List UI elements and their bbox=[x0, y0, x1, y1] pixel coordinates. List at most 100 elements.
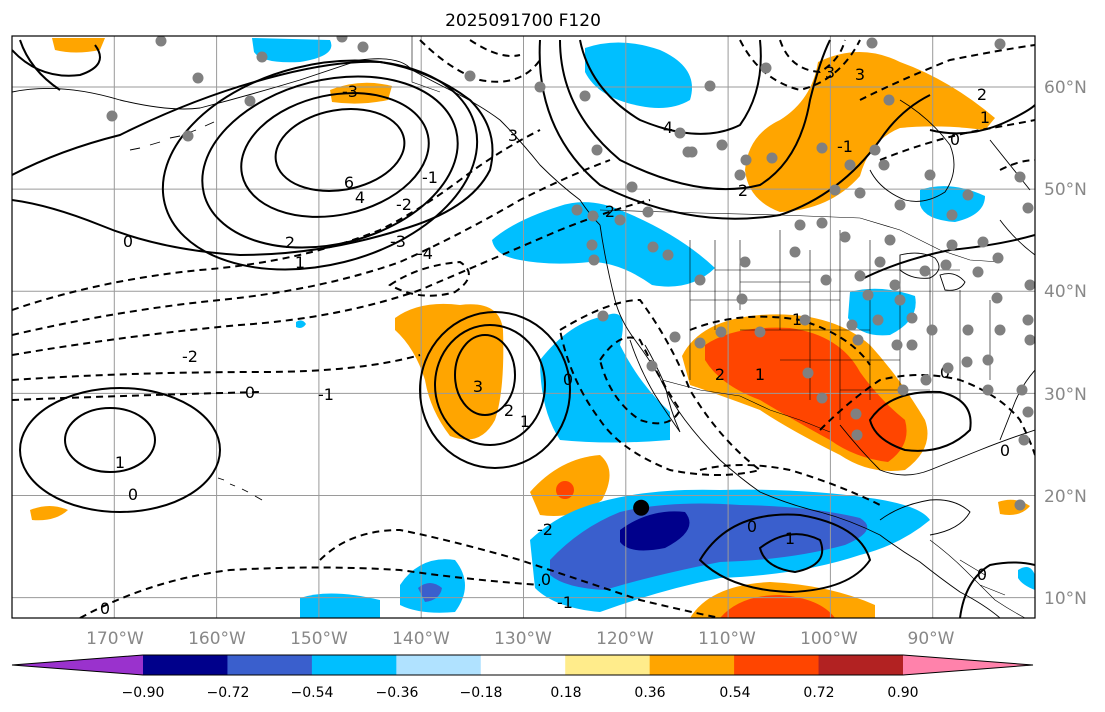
station-dot bbox=[816, 142, 828, 154]
contour-gulf-0 bbox=[868, 390, 972, 452]
colorbar-tick-label: 0.18 bbox=[550, 685, 581, 701]
station-dot bbox=[919, 265, 931, 277]
colorbar-segment bbox=[480, 655, 566, 675]
station-dot bbox=[816, 392, 828, 404]
contour-label: 1 bbox=[115, 453, 125, 472]
station-dot bbox=[256, 51, 268, 63]
station-dot bbox=[662, 249, 674, 261]
station-dot bbox=[862, 289, 874, 301]
lon-tick-label: 160°W bbox=[188, 629, 246, 649]
station-dot bbox=[906, 339, 918, 351]
station-dot bbox=[686, 146, 698, 158]
station-dot bbox=[942, 362, 954, 374]
shade-navy-tropical-core bbox=[620, 511, 690, 551]
contour-label: 3 bbox=[473, 377, 483, 396]
coast-yucatan bbox=[879, 499, 971, 536]
map-frame bbox=[11, 35, 1036, 619]
contour-label: 4 bbox=[355, 188, 365, 207]
colorbar-segment bbox=[649, 655, 735, 675]
station-dot bbox=[766, 152, 778, 164]
contour-neg-4a bbox=[388, 260, 470, 297]
contour-label: 2 bbox=[738, 181, 748, 200]
station-dot bbox=[182, 130, 194, 142]
station-dot bbox=[614, 214, 626, 226]
lat-tick-label: 30°N bbox=[1044, 385, 1087, 405]
colorbar-tick-label: −0.90 bbox=[122, 685, 165, 701]
station-dot bbox=[962, 189, 974, 201]
station-dot bbox=[464, 70, 476, 82]
contours-negative bbox=[12, 39, 1035, 618]
shade-blue-alaska-coast bbox=[252, 38, 332, 63]
coast-florida bbox=[999, 369, 1035, 441]
station-dot bbox=[820, 274, 832, 286]
contour-tropic-1 bbox=[758, 533, 824, 574]
colorbar-tick-label: 0.90 bbox=[887, 685, 918, 701]
coast-west-north-america bbox=[599, 224, 1001, 618]
shade-blue-far-sw bbox=[300, 593, 380, 618]
station-dot bbox=[244, 95, 256, 107]
contour-high-4 bbox=[240, 92, 430, 218]
contour-label: 1 bbox=[755, 365, 765, 384]
station-dot bbox=[1018, 434, 1030, 446]
station-dot bbox=[591, 144, 603, 156]
contour-label: 0 bbox=[100, 599, 110, 618]
station-dot bbox=[906, 312, 918, 324]
contour-label: -3 bbox=[390, 232, 406, 251]
contour-label: -3 bbox=[342, 82, 358, 101]
station-dot bbox=[1024, 334, 1035, 346]
contour-label: 0 bbox=[541, 570, 551, 589]
contour-label: 0 bbox=[747, 517, 757, 536]
shade-red-southwest-us bbox=[705, 327, 907, 462]
contour-nw-corner bbox=[12, 39, 101, 91]
station-dot bbox=[155, 36, 167, 47]
colorbar-tick-label: −0.18 bbox=[460, 685, 503, 701]
station-dot bbox=[789, 246, 801, 258]
station-dot bbox=[1014, 171, 1026, 183]
station-dot bbox=[897, 384, 909, 396]
station-dot bbox=[579, 90, 591, 102]
contour-west-high-1 bbox=[64, 407, 156, 473]
contour-neg-1a bbox=[12, 129, 541, 311]
colorbar-segment bbox=[311, 655, 397, 675]
contour-label: 0 bbox=[1000, 441, 1010, 460]
colorbar-tick-label: 0.72 bbox=[803, 685, 834, 701]
contour-label: 1 bbox=[520, 412, 530, 431]
station-dot bbox=[924, 169, 936, 181]
shade-red-subtropic-core bbox=[556, 481, 574, 499]
contour-label: 6 bbox=[344, 173, 354, 192]
station-dot bbox=[1022, 202, 1034, 214]
colorbar-segment bbox=[565, 655, 651, 675]
station-dot bbox=[1022, 406, 1034, 418]
contour-neg-gulf bbox=[819, 374, 1035, 456]
station-dot bbox=[694, 274, 706, 286]
station-dot bbox=[674, 127, 686, 139]
contour-label: 0 bbox=[128, 485, 138, 504]
station-dot bbox=[1016, 384, 1028, 396]
station-dot bbox=[740, 154, 752, 166]
station-dot bbox=[647, 241, 659, 253]
station-dot bbox=[854, 187, 866, 199]
contour-label: -2 bbox=[537, 520, 553, 539]
colorbar-segments bbox=[12, 655, 1033, 675]
station-dot bbox=[1024, 279, 1035, 291]
colorbar-tick-label: −0.54 bbox=[291, 685, 334, 701]
station-dot bbox=[994, 38, 1006, 50]
station-dot bbox=[106, 110, 118, 122]
contour-neg-east bbox=[859, 44, 1035, 171]
colorbar-segment bbox=[818, 655, 904, 675]
station-dot bbox=[626, 181, 638, 193]
contour-label: 1 bbox=[792, 310, 802, 329]
colorbar-extend-high bbox=[903, 655, 1033, 675]
colorbar-tick-label: −0.36 bbox=[376, 685, 419, 701]
contour-label: 2 bbox=[605, 202, 615, 221]
contour-neg-tropic-1 bbox=[319, 528, 721, 618]
lon-tick-label: 170°W bbox=[86, 629, 144, 649]
station-dot bbox=[704, 80, 716, 92]
contour-neg-1b bbox=[558, 298, 763, 476]
station-dot bbox=[972, 266, 984, 278]
map-panel: 6 4 2 1 0 -1 -2 -3 -4 3 2 1 0 -1 -2 -3 3… bbox=[11, 35, 1036, 619]
colorbar-extend-low bbox=[12, 655, 143, 675]
shade-orange-small-west bbox=[30, 506, 68, 521]
station-dot bbox=[1014, 499, 1026, 511]
